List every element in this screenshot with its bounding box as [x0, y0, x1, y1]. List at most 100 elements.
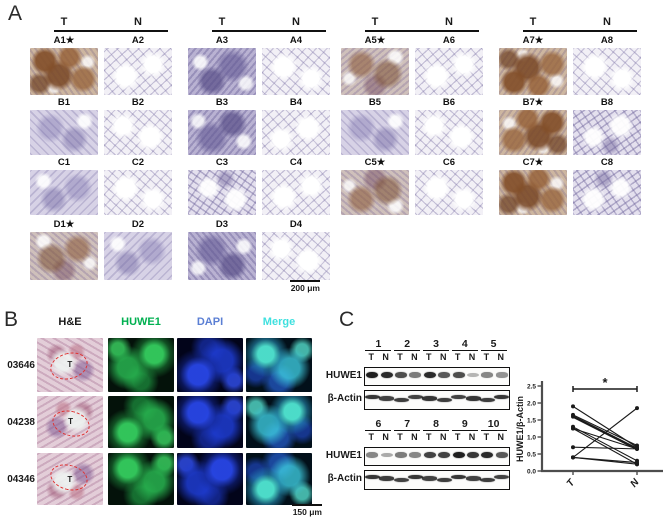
blot-band [380, 452, 393, 458]
data-point [635, 406, 639, 411]
lane-condition-label: T [368, 432, 374, 442]
panel-b-label: B [4, 308, 19, 331]
lane-number: 10 [480, 418, 507, 431]
lane-condition-label: N [439, 352, 447, 362]
ihc-image [188, 170, 256, 215]
ihc-image [341, 48, 409, 95]
header-underline [365, 30, 479, 32]
lane-number: 9 [451, 418, 478, 431]
blot-target-label: β-Actin [327, 393, 362, 404]
blot-band [393, 397, 409, 403]
blot-band [438, 451, 451, 459]
blot-band [409, 372, 422, 378]
blot-band [495, 372, 508, 378]
tumor-mark: T [67, 416, 73, 426]
lane-condition-label: N [382, 352, 389, 362]
lane-number: 8 [423, 418, 449, 431]
ihc-image [341, 170, 409, 215]
scale-bar-line [290, 280, 320, 282]
lane-condition-label: N [382, 432, 389, 442]
y-tick-label: 1.0 [527, 434, 536, 441]
lane-condition-label: T [454, 352, 461, 362]
blot-band [479, 397, 495, 403]
blot-band [479, 477, 495, 483]
ihc-image-label: A4 [289, 35, 303, 46]
green-image [108, 453, 174, 505]
merge-image [246, 338, 312, 392]
lane-condition-label: N [468, 352, 476, 362]
ihc-image-label: B2 [131, 97, 145, 108]
y-tick-label: 0.5 [527, 451, 536, 458]
tumor-normal-header: T [529, 16, 537, 28]
scale-bar-text: 200 μm [290, 283, 320, 293]
blot-box-β-actin [364, 390, 510, 410]
lane-condition-label: N [439, 432, 447, 442]
paired-line [572, 414, 638, 446]
blot-band [366, 452, 379, 458]
y-axis-label: HUWE1/β-Actin [515, 396, 525, 462]
blot-band [422, 476, 438, 481]
ihc-image [30, 48, 98, 95]
ihc-image-label: B6 [442, 97, 456, 108]
ihc-image-label: C4 [289, 157, 303, 168]
ihc-image [104, 48, 172, 95]
blue-image [177, 338, 243, 392]
lane-number: 5 [480, 338, 507, 351]
blot-band [452, 451, 465, 459]
lane-number: 7 [394, 418, 421, 431]
tumor-mark: T [67, 359, 73, 369]
lane-number: 3 [423, 338, 449, 351]
ihc-image-label: C5★ [364, 157, 386, 168]
blot-band [364, 394, 380, 400]
tumor-normal-header: N [445, 16, 453, 28]
blot-band [494, 474, 510, 480]
tumor-normal-header: T [60, 16, 68, 28]
data-point [635, 446, 639, 451]
ihc-image [499, 170, 567, 215]
lane-condition-label: T [397, 432, 403, 442]
header-underline [54, 30, 168, 32]
ihc-image-label: D1★ [53, 219, 75, 230]
ihc-image-label: C6 [442, 157, 456, 168]
lane-condition-label: T [426, 352, 432, 362]
blot-box-β-actin [364, 470, 510, 490]
blot-band [409, 452, 422, 458]
scale-bar-line [292, 504, 322, 506]
blot-box-huwe1 [364, 447, 510, 466]
channel-header-green: HUWE1 [121, 316, 161, 328]
blot-band [495, 452, 508, 458]
data-point [571, 404, 575, 409]
ihc-image-label: A8 [600, 35, 614, 46]
he-image: T [37, 396, 103, 448]
ihc-image-label: D2 [131, 219, 145, 230]
blot-target-label: HUWE1 [325, 449, 362, 461]
significance-star: * [602, 375, 608, 390]
ihc-image [262, 170, 330, 215]
blot-band [364, 474, 380, 480]
ihc-image-label: A5★ [364, 35, 386, 46]
blot-band [438, 372, 451, 378]
ihc-image [30, 232, 98, 280]
ihc-image-label: A7★ [522, 35, 544, 46]
lane-condition-label: T [483, 352, 490, 362]
merge-image [246, 453, 312, 505]
lane-condition-label: N [411, 432, 418, 442]
ihc-image-label: A1★ [53, 35, 75, 46]
lane-condition-label: N [497, 432, 505, 442]
ihc-image [30, 170, 98, 215]
tumor-normal-header: T [371, 16, 379, 28]
lane-condition-label: T [426, 432, 432, 442]
data-point [571, 455, 575, 460]
ihc-image-label: C7★ [522, 157, 544, 168]
ihc-image-label: A2 [131, 35, 145, 46]
panel-c-label: C [339, 308, 355, 331]
y-tick-label: 2.0 [527, 400, 536, 407]
blot-band [494, 394, 510, 400]
y-tick-label: 1.5 [527, 417, 536, 424]
blot-band [436, 397, 452, 403]
x-tick-label: T [565, 477, 578, 489]
blot-band [379, 396, 395, 401]
ihc-image [104, 170, 172, 215]
